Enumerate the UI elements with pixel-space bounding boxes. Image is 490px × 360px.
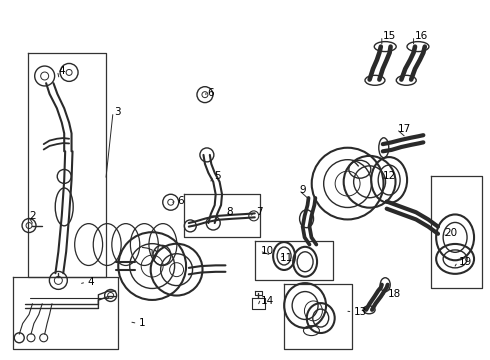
Text: 20: 20 xyxy=(444,228,457,238)
Text: 13: 13 xyxy=(353,307,367,317)
Text: 10: 10 xyxy=(261,246,274,256)
Text: 6: 6 xyxy=(177,196,184,206)
Text: 18: 18 xyxy=(388,289,401,299)
Text: 4: 4 xyxy=(58,66,65,76)
Text: 1: 1 xyxy=(139,319,145,328)
Text: 15: 15 xyxy=(383,31,396,41)
Text: 5: 5 xyxy=(214,171,221,181)
Text: 11: 11 xyxy=(280,253,294,263)
Text: 3: 3 xyxy=(114,107,121,117)
Text: 2: 2 xyxy=(29,211,36,221)
Text: 7: 7 xyxy=(256,207,262,217)
Text: 16: 16 xyxy=(415,31,428,41)
Text: 17: 17 xyxy=(397,124,411,134)
Text: 19: 19 xyxy=(459,257,472,267)
Text: 9: 9 xyxy=(300,185,306,195)
Text: 4: 4 xyxy=(87,277,94,287)
Text: 14: 14 xyxy=(261,296,274,306)
Text: 6: 6 xyxy=(207,88,214,98)
Text: 12: 12 xyxy=(383,171,396,181)
Text: 8: 8 xyxy=(226,207,233,217)
